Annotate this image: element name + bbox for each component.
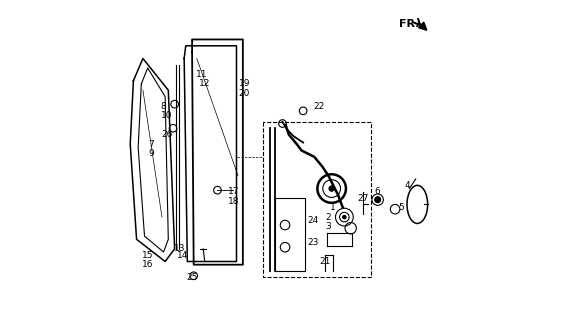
Text: 18: 18 — [228, 197, 239, 206]
Text: 20: 20 — [239, 89, 250, 98]
Text: 10: 10 — [161, 111, 172, 120]
Text: 22: 22 — [314, 101, 325, 111]
Text: 16: 16 — [142, 260, 154, 269]
Text: FR.: FR. — [399, 19, 420, 28]
Text: 17: 17 — [228, 187, 239, 196]
Text: 26: 26 — [161, 130, 172, 139]
Text: 14: 14 — [177, 251, 188, 260]
Text: 25: 25 — [186, 273, 198, 282]
Circle shape — [329, 186, 334, 191]
Text: 21: 21 — [320, 257, 331, 266]
Text: 2: 2 — [325, 212, 331, 222]
Circle shape — [375, 197, 380, 203]
Text: 27: 27 — [358, 194, 369, 203]
Text: 12: 12 — [199, 79, 211, 88]
Text: 9: 9 — [148, 149, 154, 158]
Text: 15: 15 — [142, 251, 154, 260]
Text: 1: 1 — [331, 203, 336, 212]
Text: 5: 5 — [398, 203, 405, 212]
Text: 8: 8 — [160, 101, 167, 111]
Text: 3: 3 — [325, 222, 331, 231]
Text: 23: 23 — [307, 238, 318, 247]
Text: 4: 4 — [405, 181, 411, 190]
Text: 7: 7 — [148, 140, 154, 148]
Text: 24: 24 — [307, 216, 318, 225]
Text: 13: 13 — [173, 244, 185, 253]
Text: 11: 11 — [196, 70, 207, 79]
Text: 19: 19 — [238, 79, 250, 88]
Circle shape — [343, 215, 346, 219]
Text: 6: 6 — [375, 187, 381, 196]
